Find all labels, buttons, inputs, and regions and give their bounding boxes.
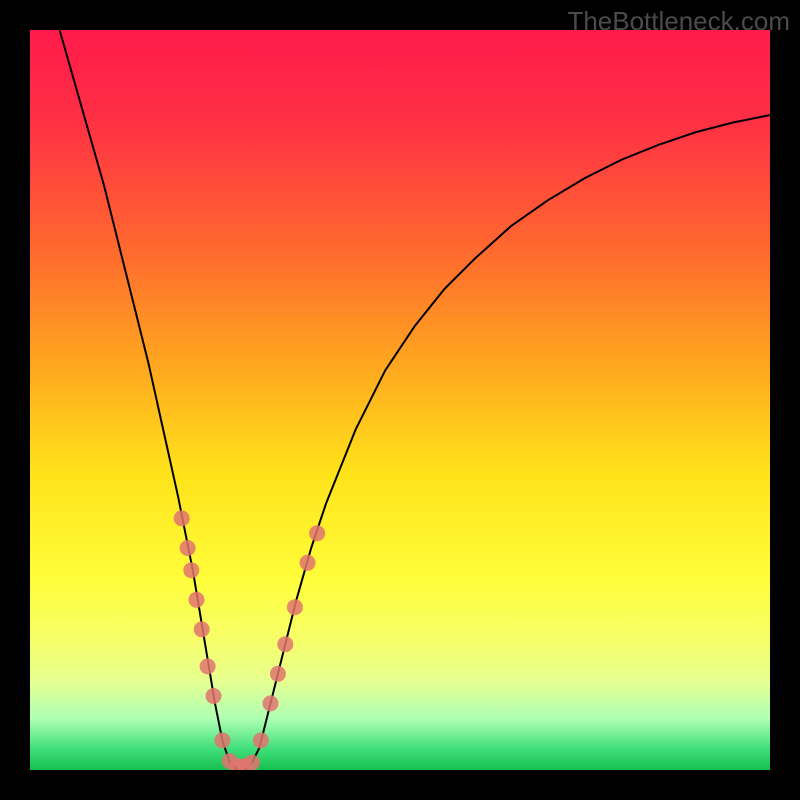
plot-area	[30, 30, 770, 770]
data-marker	[300, 555, 316, 571]
data-marker	[189, 592, 205, 608]
data-marker	[270, 666, 286, 682]
data-marker	[253, 732, 269, 748]
data-marker	[309, 525, 325, 541]
data-marker	[277, 636, 293, 652]
watermark-text: TheBottleneck.com	[567, 6, 790, 37]
data-marker	[200, 658, 216, 674]
data-marker	[174, 510, 190, 526]
data-marker	[206, 688, 222, 704]
data-marker	[183, 562, 199, 578]
data-marker	[244, 755, 260, 770]
chart-svg	[30, 30, 770, 770]
bottleneck-curve	[60, 30, 770, 770]
data-marker	[214, 732, 230, 748]
data-marker	[287, 599, 303, 615]
data-marker	[263, 695, 279, 711]
data-marker	[180, 540, 196, 556]
data-marker	[194, 621, 210, 637]
